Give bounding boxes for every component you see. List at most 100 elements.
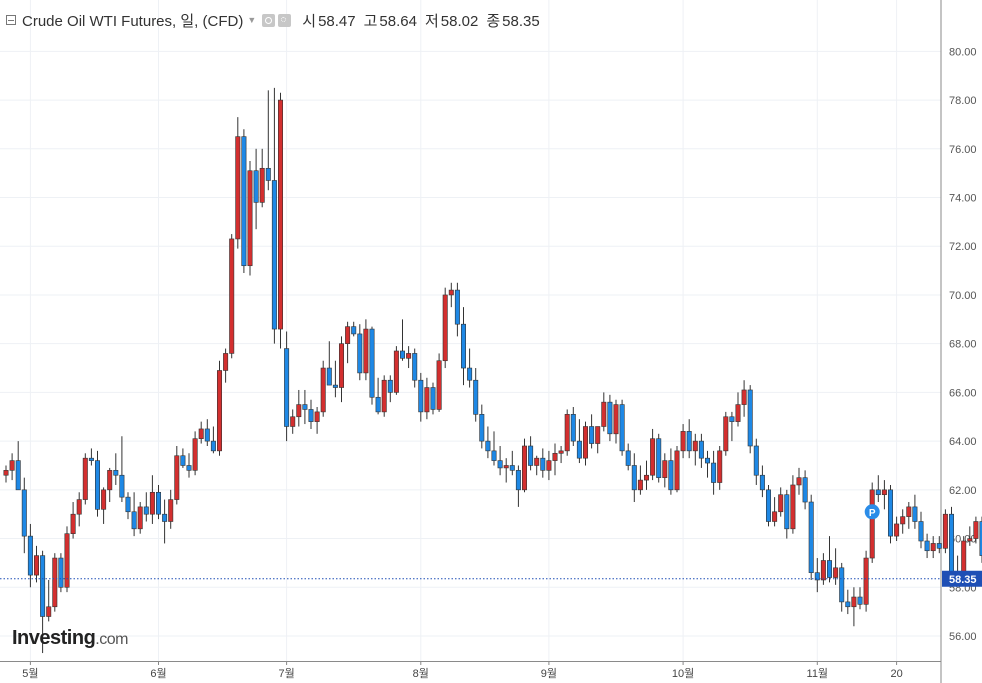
- candle-body: [784, 494, 790, 530]
- candle-body: [668, 460, 674, 491]
- candle: [40, 550, 46, 654]
- candle-body: [643, 474, 649, 481]
- candle: [46, 579, 52, 622]
- candle-body: [259, 167, 265, 203]
- candle: [546, 450, 552, 481]
- candle-body: [930, 543, 936, 552]
- candle: [942, 509, 948, 554]
- y-tick-label: 76.00: [949, 144, 977, 156]
- candle-body: [332, 384, 338, 388]
- candle-body: [881, 489, 887, 496]
- candle-body: [564, 414, 570, 452]
- candle: [851, 587, 857, 627]
- candle: [698, 433, 704, 468]
- candle: [284, 331, 290, 442]
- candle-body: [900, 516, 906, 525]
- candle-body: [686, 431, 692, 452]
- y-tick-label: 64.00: [949, 436, 977, 448]
- candle: [338, 336, 344, 403]
- candle-body: [625, 450, 631, 466]
- candle-body: [765, 489, 771, 522]
- candle-body: [277, 99, 283, 330]
- candle-body: [235, 136, 241, 240]
- candle-body: [95, 460, 101, 510]
- candle: [936, 536, 942, 554]
- candle-body: [814, 572, 820, 581]
- collapse-icon[interactable]: [6, 15, 16, 25]
- candle: [424, 377, 430, 420]
- candle-body: [820, 560, 826, 581]
- candle: [881, 480, 887, 510]
- candle: [204, 419, 210, 446]
- candle: [290, 409, 296, 434]
- candle: [589, 414, 595, 449]
- x-tick-label: 6월: [150, 667, 166, 680]
- candle: [21, 477, 27, 554]
- candle-body: [961, 540, 967, 573]
- candle: [430, 382, 436, 415]
- settings-icon[interactable]: [278, 13, 292, 27]
- candle: [302, 389, 308, 425]
- candle-body: [168, 499, 174, 522]
- candle: [918, 511, 924, 549]
- candle-body: [369, 328, 375, 398]
- candle: [479, 404, 485, 449]
- candle: [15, 441, 21, 491]
- candle-body: [33, 555, 39, 576]
- candle: [717, 445, 723, 490]
- candle: [613, 399, 619, 444]
- candle-body: [442, 294, 448, 362]
- candle-body: [967, 538, 973, 542]
- candle: [973, 516, 979, 544]
- candle-body: [479, 414, 485, 442]
- candle: [253, 148, 259, 230]
- candle: [52, 553, 58, 612]
- candle-body: [265, 167, 271, 181]
- candle: [399, 319, 405, 361]
- candle: [967, 526, 973, 546]
- candle: [58, 553, 64, 593]
- candle: [125, 492, 131, 520]
- candle-body: [412, 353, 418, 381]
- candle-body: [936, 543, 942, 549]
- candles-group: [3, 87, 982, 654]
- candle-body: [64, 533, 70, 588]
- candle-body: [887, 489, 893, 537]
- candle-body: [802, 477, 808, 503]
- visibility-icon[interactable]: [262, 13, 276, 27]
- y-tick-label: 78.00: [949, 95, 977, 107]
- candle-body: [717, 450, 723, 483]
- candle-body: [27, 535, 33, 576]
- candle: [33, 545, 39, 583]
- candle-body: [210, 440, 216, 452]
- candle: [454, 282, 460, 337]
- candle: [534, 455, 540, 476]
- candle: [241, 129, 247, 274]
- candle-body: [723, 416, 729, 452]
- candle-body: [711, 462, 717, 483]
- dropdown-caret-icon[interactable]: ▼: [247, 15, 257, 25]
- candle-body: [192, 438, 198, 471]
- candle: [772, 497, 778, 527]
- candle-body: [345, 326, 351, 344]
- candle-body: [174, 455, 180, 500]
- candle-body: [747, 389, 753, 447]
- candle-body: [857, 596, 863, 605]
- candle-body: [637, 479, 643, 491]
- candle: [839, 562, 845, 612]
- candle-body: [558, 450, 564, 454]
- candle-body: [338, 343, 344, 388]
- candle: [741, 380, 747, 417]
- candle-body: [326, 367, 332, 386]
- candle-body: [845, 601, 851, 608]
- y-tick-label: 72.00: [949, 241, 977, 253]
- candle: [467, 348, 473, 388]
- candle-body: [619, 404, 625, 452]
- candle-body: [948, 513, 954, 576]
- candle: [442, 287, 448, 369]
- candle: [149, 475, 155, 524]
- candle-body: [912, 506, 918, 522]
- candle: [668, 448, 674, 495]
- chart-legend-header: Crude Oil WTI Futures, 일, (CFD) ▼ 시 58.47…: [6, 9, 540, 31]
- candle: [168, 489, 174, 529]
